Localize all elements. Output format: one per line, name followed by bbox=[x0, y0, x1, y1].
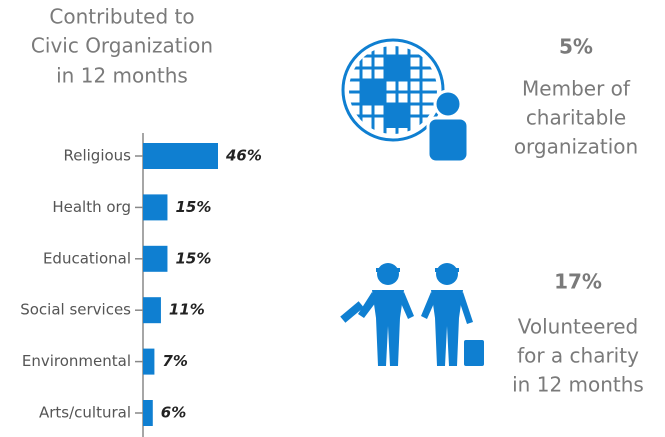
stat-value: 17% bbox=[554, 270, 602, 294]
stat-label: organization bbox=[514, 135, 638, 159]
category-label: Arts/cultural bbox=[39, 404, 131, 422]
stat-label: charitable bbox=[526, 106, 626, 130]
chart-title: in 12 months bbox=[56, 64, 188, 88]
stat-label: Volunteered bbox=[518, 315, 639, 339]
stat-label: in 12 months bbox=[512, 373, 644, 397]
category-label: Social services bbox=[20, 301, 131, 319]
category-label: Religious bbox=[64, 147, 132, 165]
category-label: Educational bbox=[43, 249, 131, 267]
stat-label: Member of bbox=[522, 77, 631, 101]
value-label: 46% bbox=[225, 147, 262, 165]
value-label: 6% bbox=[161, 404, 186, 422]
stat-label: for a charity bbox=[517, 344, 639, 368]
bar bbox=[143, 245, 168, 272]
chart-title: Civic Organization bbox=[31, 34, 213, 58]
bar bbox=[143, 194, 168, 221]
volunteers-icon bbox=[340, 263, 484, 366]
bar bbox=[143, 297, 161, 324]
value-label: 15% bbox=[175, 249, 211, 267]
category-label: Environmental bbox=[22, 352, 131, 370]
value-label: 11% bbox=[169, 301, 205, 319]
stat-value: 5% bbox=[559, 35, 593, 59]
globe-icon bbox=[341, 38, 470, 164]
chart-title: Contributed to bbox=[49, 5, 194, 29]
bar bbox=[143, 348, 155, 375]
bar bbox=[143, 143, 218, 169]
value-label: 15% bbox=[175, 198, 211, 216]
category-label: Health org bbox=[52, 198, 131, 216]
bar bbox=[143, 400, 153, 426]
value-label: 7% bbox=[162, 352, 187, 370]
